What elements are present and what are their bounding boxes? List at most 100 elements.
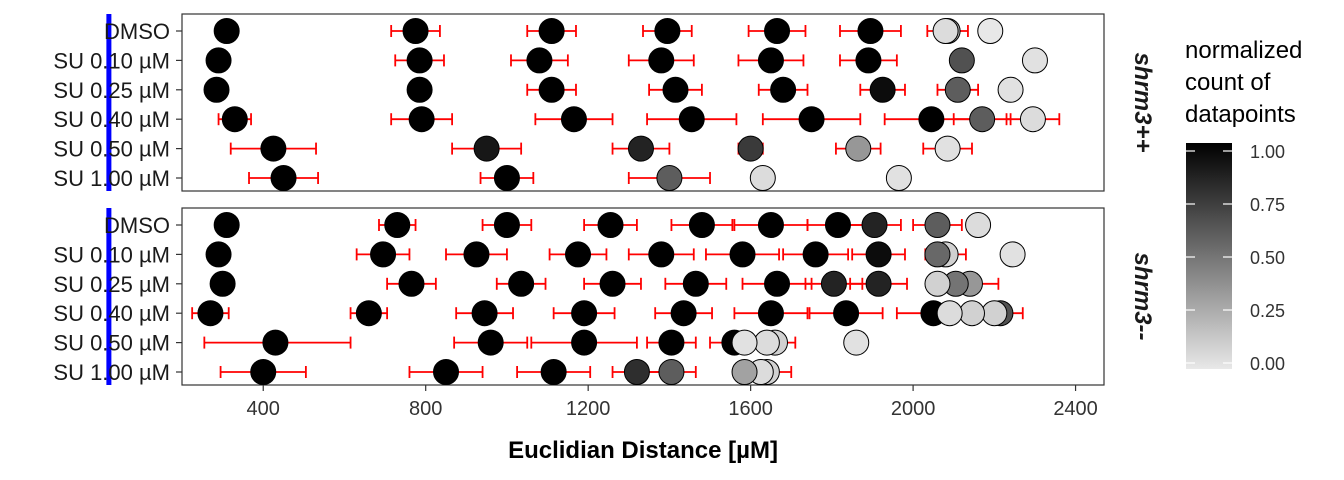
data-point xyxy=(729,241,756,268)
data-point xyxy=(670,300,697,327)
x-tick-label: 1200 xyxy=(566,398,611,420)
data-point xyxy=(764,18,791,44)
data-point xyxy=(981,300,1008,327)
data-point xyxy=(845,135,872,162)
colorbar xyxy=(1186,143,1232,369)
data-point xyxy=(623,359,650,385)
category-label: SU 0.25 µM xyxy=(53,78,170,103)
data-point xyxy=(406,76,433,103)
panel-strip-label: shrm3-- xyxy=(1129,252,1156,340)
data-point xyxy=(932,18,959,44)
data-point xyxy=(977,18,1004,44)
panel-strip-label: shrm3++ xyxy=(1129,52,1156,152)
data-point xyxy=(565,241,592,268)
data-point xyxy=(654,18,681,44)
data-point xyxy=(934,135,961,162)
data-point xyxy=(221,106,248,133)
data-point xyxy=(477,329,504,356)
data-point xyxy=(688,212,715,238)
legend-title-line: normalized xyxy=(1185,37,1302,64)
data-point xyxy=(658,329,685,356)
data-point xyxy=(885,165,912,191)
x-axis-title: Euclidian Distance [µM] xyxy=(508,437,778,464)
data-point xyxy=(869,76,896,103)
data-point xyxy=(471,300,498,327)
data-point xyxy=(802,241,829,268)
data-point xyxy=(997,76,1024,103)
data-point xyxy=(753,329,780,356)
data-point xyxy=(571,329,598,356)
category-label: SU 1.00 µM xyxy=(53,166,170,191)
data-point xyxy=(197,300,224,327)
data-point xyxy=(855,47,882,74)
x-tick-label: 1600 xyxy=(728,398,773,420)
data-point xyxy=(538,18,565,44)
data-point xyxy=(948,47,975,74)
data-point xyxy=(526,47,553,74)
data-point xyxy=(682,270,709,297)
legend: normalized count of datapoints 1.00 0.75 0.50… xyxy=(1185,37,1302,374)
data-point xyxy=(833,300,860,327)
panel-border xyxy=(181,13,1105,192)
data-point xyxy=(213,18,240,44)
category-label: SU 1.00 µM xyxy=(53,360,170,385)
data-point xyxy=(508,270,535,297)
data-point xyxy=(463,241,490,268)
data-point xyxy=(627,135,654,162)
data-point xyxy=(924,241,951,268)
category-label: DMSO xyxy=(104,213,170,238)
data-point xyxy=(965,212,992,238)
data-point xyxy=(493,165,520,191)
data-point xyxy=(857,18,884,44)
colorbar-tick-label: 1.00 xyxy=(1250,142,1285,162)
data-point xyxy=(843,329,870,356)
data-point xyxy=(824,212,851,238)
data-point xyxy=(408,106,435,133)
data-point xyxy=(538,76,565,103)
data-point xyxy=(656,165,683,191)
data-point xyxy=(944,76,971,103)
data-point xyxy=(764,270,791,297)
colorbar-tick-label: 0.00 xyxy=(1250,354,1285,374)
data-point xyxy=(205,47,232,74)
category-label: SU 0.50 µM xyxy=(53,137,170,162)
data-point xyxy=(798,106,825,133)
data-point xyxy=(865,241,892,268)
data-point xyxy=(662,76,689,103)
data-point xyxy=(658,359,685,385)
data-point xyxy=(493,212,520,238)
legend-title-line: datapoints xyxy=(1185,101,1296,128)
data-point xyxy=(969,106,996,133)
data-point xyxy=(648,241,675,268)
data-point xyxy=(924,212,951,238)
category-label: DMSO xyxy=(104,19,170,44)
data-point xyxy=(402,18,429,44)
x-tick-label: 2000 xyxy=(891,398,936,420)
data-point xyxy=(749,165,776,191)
data-point xyxy=(209,270,236,297)
x-tick-label: 400 xyxy=(247,398,280,420)
panel-1: DMSO SU 0.10 µM SU 0.25 µM SU 0.40 µM SU 0.5… xyxy=(53,13,1156,192)
data-point xyxy=(203,76,230,103)
x-tick-label: 800 xyxy=(409,398,442,420)
data-point xyxy=(433,359,460,385)
data-point xyxy=(560,106,587,133)
x-tick-label: 2400 xyxy=(1053,398,1098,420)
data-point xyxy=(924,270,951,297)
data-point xyxy=(678,106,705,133)
colorbar-tick-label: 0.25 xyxy=(1250,301,1285,321)
colorbar-tick-label: 0.50 xyxy=(1250,248,1285,268)
panel-2: DMSO SU 0.10 µM SU 0.25 µM SU 0.40 µM SU 0.5… xyxy=(53,207,1156,386)
colorbar-tick-label: 0.75 xyxy=(1250,195,1285,215)
data-point xyxy=(250,359,277,385)
data-point xyxy=(270,165,297,191)
data-point xyxy=(473,135,500,162)
legend-title-line: count of xyxy=(1185,69,1271,96)
data-point xyxy=(599,270,626,297)
data-point xyxy=(757,300,784,327)
category-label: SU 0.10 µM xyxy=(53,242,170,267)
data-point xyxy=(262,329,289,356)
data-point xyxy=(205,241,232,268)
